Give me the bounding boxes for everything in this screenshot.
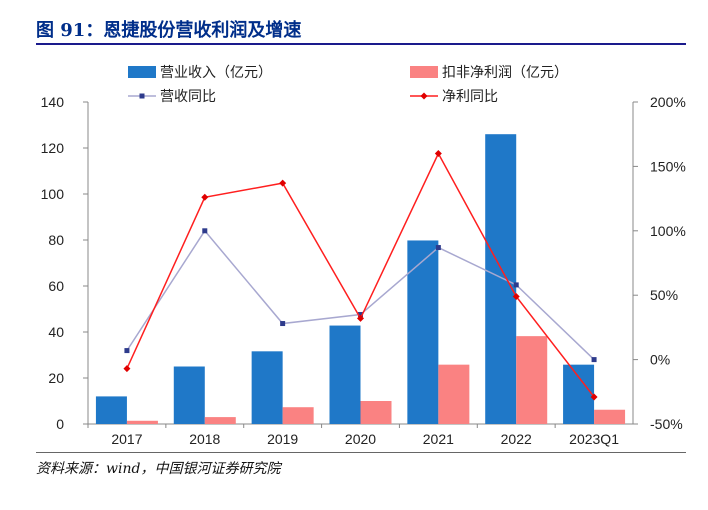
legend-label: 扣非净利润（亿元） [442, 65, 568, 81]
y-right-tick-label: 100% [650, 223, 686, 239]
y-left-tick-label: 120 [41, 140, 65, 156]
profit-yoy-point [279, 179, 287, 187]
legend-swatch [410, 66, 438, 78]
revenue-bar [563, 364, 595, 424]
y-right-tick-label: 200% [650, 94, 686, 110]
x-tick-label: 2020 [345, 431, 376, 447]
y-left-tick-label: 20 [48, 370, 64, 386]
title-rule [36, 43, 686, 45]
revenue-yoy-point [202, 228, 208, 234]
legend-marker [420, 92, 428, 100]
y-left-tick-label: 40 [48, 324, 64, 340]
net-profit-bar [516, 336, 548, 424]
net-profit-bar [438, 364, 470, 424]
revenue-bar [251, 351, 283, 424]
net-profit-bar [126, 420, 158, 424]
x-tick-label: 2018 [189, 431, 220, 447]
legend-label: 营收同比 [160, 89, 216, 105]
revenue-yoy-point [124, 348, 130, 354]
y-left-tick-label: 100 [41, 186, 65, 202]
profit-yoy-point [590, 393, 598, 401]
y-left-tick-label: 140 [41, 94, 65, 110]
x-tick-label: 2022 [501, 431, 532, 447]
revenue-bar [485, 134, 517, 424]
y-right-tick-label: 0% [650, 352, 670, 368]
x-tick-label: 2019 [267, 431, 298, 447]
y-right-tick-label: 150% [650, 158, 686, 174]
profit-yoy-point [123, 365, 131, 373]
net-profit-bar [360, 401, 392, 424]
revenue-bar [173, 366, 205, 424]
figure-title: 图 91：恩捷股份营收利润及增速 [36, 20, 302, 41]
source-note: 资料来源：wind，中国银河证券研究院 [36, 461, 281, 477]
legend-label: 净利同比 [442, 89, 498, 105]
legend-label: 营业收入（亿元） [160, 65, 272, 81]
revenue-bar [407, 240, 439, 424]
revenue-bar [95, 396, 127, 424]
x-tick-label: 2021 [423, 431, 454, 447]
revenue-yoy-point [513, 282, 519, 288]
profit-yoy-point [434, 150, 442, 158]
x-tick-label: 2017 [111, 431, 142, 447]
y-right-tick-label: -50% [650, 416, 683, 432]
y-left-tick-label: 60 [48, 278, 64, 294]
y-right-tick-label: 50% [650, 287, 678, 303]
revenue-yoy-point [591, 357, 597, 363]
y-left-tick-label: 80 [48, 232, 64, 248]
x-tick-label: 2023Q1 [569, 431, 619, 447]
legend-marker [139, 93, 145, 99]
legend-swatch [128, 66, 156, 78]
net-profit-bar [282, 407, 314, 424]
net-profit-bar [204, 417, 236, 424]
profit-yoy-point [201, 193, 209, 201]
bottom-rule [36, 452, 686, 453]
y-left-tick-label: 0 [56, 416, 64, 432]
net-profit-bar [594, 409, 626, 424]
revenue-bar [329, 325, 361, 424]
revenue-yoy-point [358, 312, 363, 318]
profit-yoy-point [357, 314, 364, 322]
profit-yoy-point [512, 292, 520, 300]
revenue-yoy-point [435, 245, 441, 251]
revenue-yoy-point [280, 321, 286, 327]
